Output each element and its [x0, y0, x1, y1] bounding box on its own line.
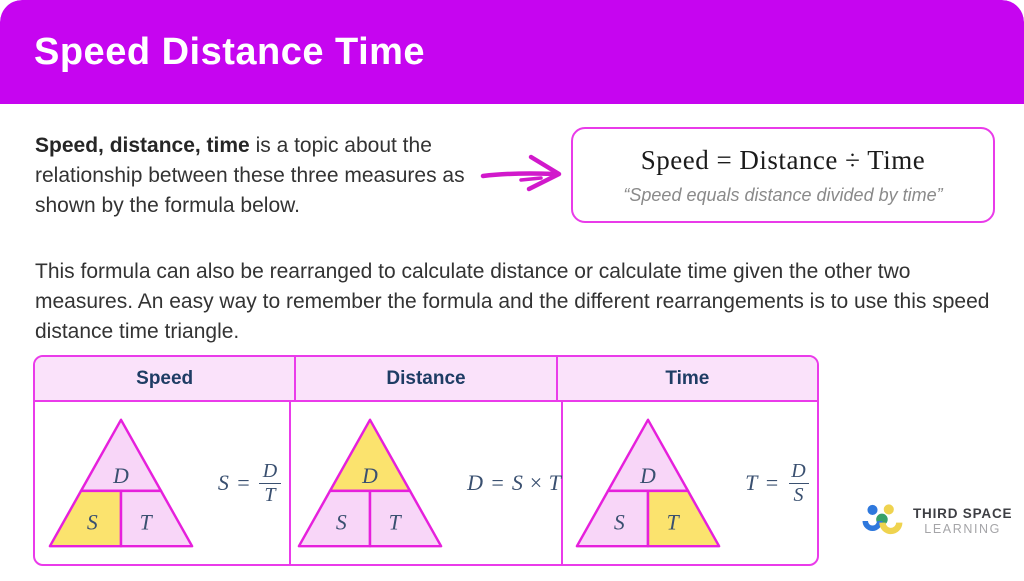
fraction: D S	[786, 460, 810, 507]
triangle-table: Speed Distance Time D S T S =	[33, 355, 819, 566]
formula-caption: “Speed equals distance divided by time”	[623, 184, 943, 205]
logo-text: THIRD SPACE LEARNING	[913, 506, 1012, 536]
distance-formula: D = S × T	[467, 470, 561, 496]
table-header-speed: Speed	[35, 357, 297, 400]
logo-line2: LEARNING	[924, 522, 1002, 536]
fraction-numerator: D	[262, 459, 278, 482]
third-space-learning-logo: THIRD SPACE LEARNING	[862, 503, 1012, 539]
distance-triangle-diagram: D S T	[297, 418, 443, 548]
triangle-label-d: D	[639, 464, 656, 488]
triangle-label-s: S	[87, 510, 98, 534]
equals-sign: =	[489, 470, 505, 495]
triangle-label-d: D	[361, 464, 378, 488]
time-formula: T = D S	[745, 460, 811, 507]
time-cell: D S T T = D S	[563, 402, 817, 564]
triangle-label-t: T	[667, 510, 681, 534]
speed-cell: D S T S = D T	[35, 402, 292, 564]
fraction-numerator: D	[791, 459, 806, 482]
triangle-label-s: S	[614, 510, 625, 534]
logo-people-icon	[862, 504, 903, 535]
triangle-label-s: S	[336, 510, 347, 534]
formula-lhs: T	[745, 470, 758, 495]
page-title: Speed Distance Time	[34, 30, 426, 73]
intro-bold-text: Speed, distance, time	[35, 134, 250, 157]
table-header-row: Speed Distance Time	[35, 357, 817, 402]
intro-rest-text: is a topic about the relationship betwee…	[35, 134, 465, 217]
intro-paragraph: Speed, distance, time is a topic about t…	[35, 131, 487, 220]
logo-line1: THIRD SPACE	[913, 506, 1013, 521]
fraction-denominator: T	[259, 482, 281, 507]
speed-triangle-diagram: D S T	[48, 418, 194, 548]
body-paragraph: This formula can also be rearranged to c…	[35, 260, 990, 343]
formula-text: Speed = Distance ÷ Time	[640, 144, 926, 175]
triangle-label-d: D	[112, 464, 129, 488]
formula-box: Speed = Distance ÷ Time “Speed equals di…	[571, 127, 995, 223]
table-body-row: D S T S = D T	[35, 402, 817, 564]
formula-rhs: S × T	[511, 470, 561, 495]
title-banner: Speed Distance Time	[0, 0, 1024, 104]
speed-formula: S = D T	[218, 460, 282, 507]
table-header-distance: Distance	[296, 357, 558, 400]
time-triangle-diagram: D S T	[575, 418, 721, 548]
equals-sign: =	[764, 470, 780, 495]
fraction: D T	[258, 460, 282, 507]
triangle-label-t: T	[389, 510, 403, 534]
formula-lhs: S	[217, 470, 229, 495]
distance-cell: D S T D = S × T	[291, 402, 563, 564]
table-header-time: Time	[665, 367, 710, 389]
fraction-denominator: S	[788, 482, 809, 507]
formula-lhs: D	[467, 470, 483, 495]
arrow-icon	[480, 154, 562, 192]
triangle-label-t: T	[140, 510, 154, 534]
equals-sign: =	[235, 470, 251, 495]
